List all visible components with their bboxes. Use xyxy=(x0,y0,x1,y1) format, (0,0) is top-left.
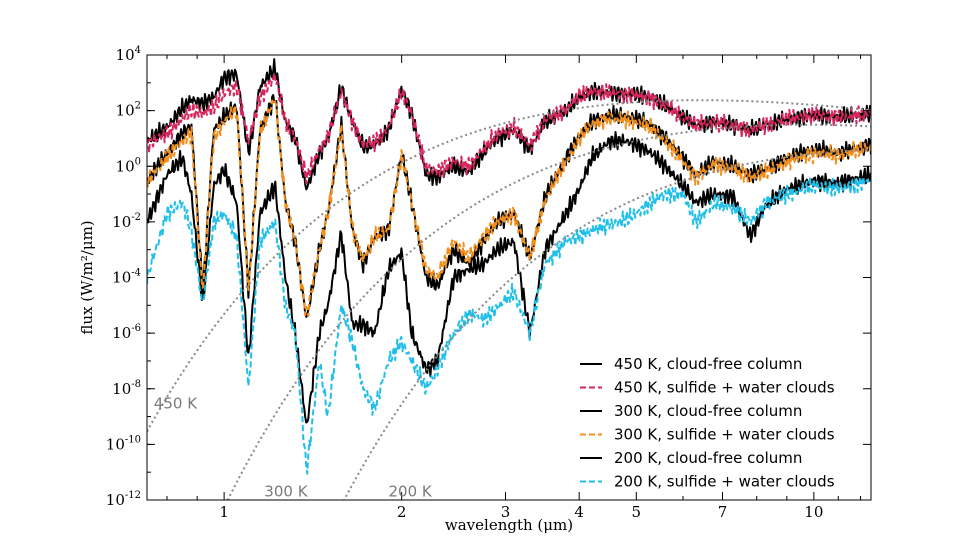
x-tick-label: 5 xyxy=(632,503,642,521)
y-tick-base: 10 xyxy=(112,380,131,398)
legend-label-2: 300 K, cloud-free column xyxy=(614,402,802,420)
y-tick-exp: -2 xyxy=(131,212,141,223)
blackbody-label-1: 300 K xyxy=(264,483,308,501)
y-tick-exp: -8 xyxy=(131,379,141,390)
y-tick-base: 10 xyxy=(112,324,131,342)
y-tick-exp: -6 xyxy=(131,323,141,334)
x-tick-label: 7 xyxy=(718,503,728,521)
blackbody-label-0: 450 K xyxy=(154,394,198,412)
y-tick-label: 10-8 xyxy=(112,379,141,398)
y-tick-label: 102 xyxy=(116,101,141,120)
blackbody-label-2: 200 K xyxy=(389,483,433,501)
x-tick-label: 10 xyxy=(804,503,823,521)
blackbody-curve-300 xyxy=(226,123,871,500)
y-tick-exp: 0 xyxy=(135,156,141,167)
y-tick-base: 10 xyxy=(112,213,131,231)
y-tick-base: 10 xyxy=(106,491,125,509)
legend: 450 K, cloud-free column 450 K, sulfide +… xyxy=(580,355,835,491)
x-tick-label: 4 xyxy=(574,503,584,521)
blackbody-layer xyxy=(147,99,871,500)
y-tick-base: 10 xyxy=(116,46,135,64)
x-axis-label: wavelength (μm) xyxy=(445,516,573,534)
y-tick-exp: 4 xyxy=(135,45,141,56)
series-line-1 xyxy=(147,72,871,185)
x-tick-label: 2 xyxy=(397,503,407,521)
y-tick-label: 10-6 xyxy=(112,323,141,342)
y-tick-base: 10 xyxy=(112,269,131,287)
y-tick-exp: -12 xyxy=(125,490,141,501)
x-tick-label: 1 xyxy=(219,503,229,521)
y-tick-exp: -10 xyxy=(125,434,141,445)
y-tick-label: 10-2 xyxy=(112,212,141,231)
y-tick-label: 10-10 xyxy=(106,434,141,453)
legend-label-3: 300 K, sulfide + water clouds xyxy=(614,426,835,444)
y-tick-label: 100 xyxy=(116,156,141,175)
series-line-4 xyxy=(147,131,871,424)
y-axis-label: flux (W/m²/μm) xyxy=(78,220,96,334)
series-line-3 xyxy=(147,99,871,317)
y-tick-label: 10-12 xyxy=(106,490,141,509)
series-line-5 xyxy=(147,175,871,475)
series-layer xyxy=(147,58,871,475)
y-tick-base: 10 xyxy=(116,157,135,175)
y-tick-exp: 2 xyxy=(135,101,141,112)
x-tick-label: 3 xyxy=(501,503,511,521)
y-tick-label: 10-4 xyxy=(112,268,141,287)
y-tick-base: 10 xyxy=(106,435,125,453)
blackbody-curve-450 xyxy=(147,99,871,432)
y-tick-base: 10 xyxy=(116,102,135,120)
legend-label-4: 200 K, cloud-free column xyxy=(614,449,802,467)
legend-label-1: 450 K, sulfide + water clouds xyxy=(614,379,835,397)
y-tick-label: 104 xyxy=(116,45,141,64)
legend-label-0: 450 K, cloud-free column xyxy=(614,355,802,373)
legend-label-5: 200 K, sulfide + water clouds xyxy=(614,473,835,491)
y-tick-exp: -4 xyxy=(131,268,141,279)
